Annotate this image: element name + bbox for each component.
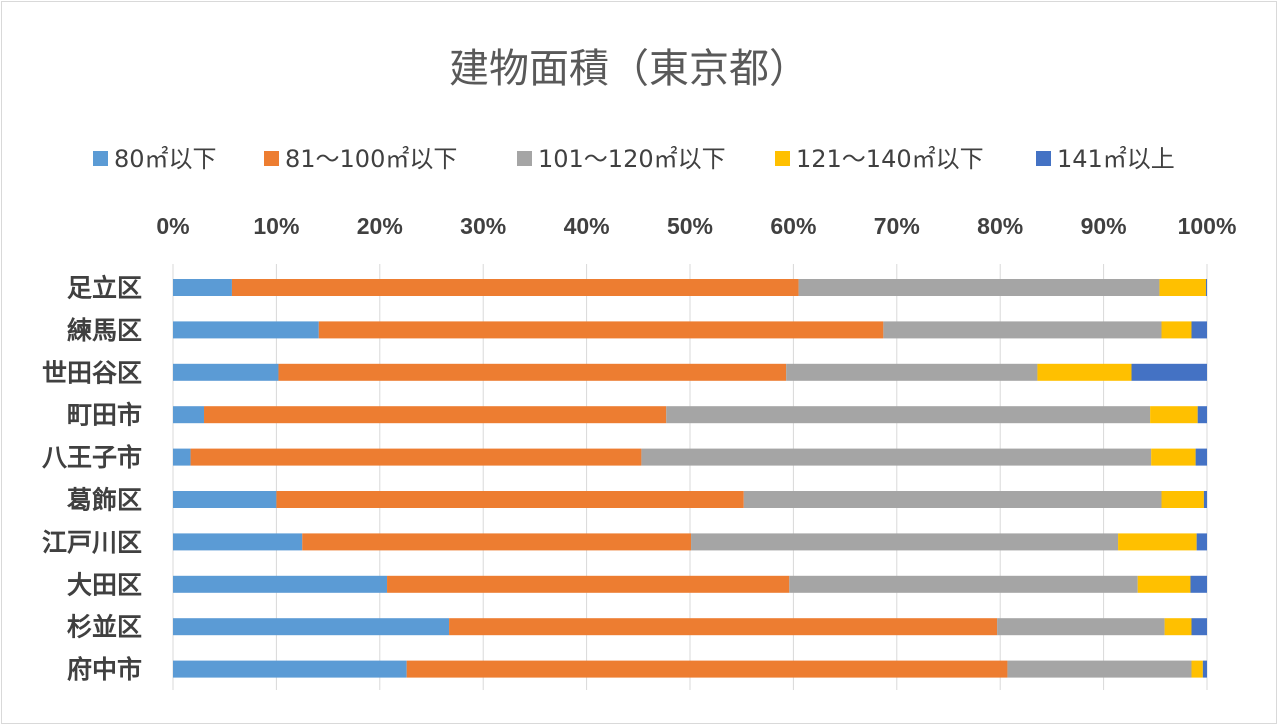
bar-segment-3-3 xyxy=(1150,406,1198,424)
legend-label-0: 80㎡以下 xyxy=(114,145,217,173)
category-label-6: 江戸川区 xyxy=(42,528,142,557)
bar-segment-4-3 xyxy=(1151,448,1196,466)
chart-title: 建物面積（東京都） xyxy=(449,46,809,92)
bar-segment-4-0 xyxy=(173,448,191,466)
category-label-2: 世田谷区 xyxy=(42,358,142,387)
legend-swatch-1 xyxy=(264,151,279,166)
legend-swatch-0 xyxy=(93,151,108,166)
x-tick-label-10: 100% xyxy=(1178,213,1237,239)
category-label-9: 府中市 xyxy=(67,655,142,684)
bar-segment-0-0 xyxy=(173,279,232,296)
bar-segment-5-1 xyxy=(276,491,744,508)
x-tick-label-5: 50% xyxy=(667,213,713,239)
bar-segment-0-2 xyxy=(798,279,1160,296)
bar-segment-9-1 xyxy=(406,660,1008,678)
category-label-4: 八王子市 xyxy=(42,443,142,472)
legend-swatch-3 xyxy=(775,151,790,166)
bar-segment-3-2 xyxy=(666,406,1151,424)
bar-segment-6-0 xyxy=(173,533,303,551)
bar-segment-6-2 xyxy=(691,533,1119,551)
x-tick-label-9: 90% xyxy=(1081,213,1127,239)
x-tick-label-4: 40% xyxy=(564,213,610,239)
bar-segment-1-2 xyxy=(883,321,1162,339)
bar-segment-6-3 xyxy=(1118,533,1197,551)
category-label-7: 大田区 xyxy=(67,570,142,599)
bar-segment-2-2 xyxy=(786,363,1038,381)
x-tick-label-7: 70% xyxy=(874,213,920,239)
bar-segment-7-3 xyxy=(1137,575,1191,593)
x-axis-ticks: 0% 10% 20% 30% 40% 50% 60% 70% 80% 90% 100% xyxy=(156,213,1236,239)
bar-segment-9-4 xyxy=(1202,660,1207,678)
legend-swatch-2 xyxy=(517,151,532,166)
x-tick-label-3: 30% xyxy=(460,213,506,239)
bar-segment-9-3 xyxy=(1191,660,1203,678)
bar-segment-8-1 xyxy=(449,618,998,636)
bar-segment-5-0 xyxy=(173,491,277,508)
bar-segment-0-4 xyxy=(1205,279,1207,296)
bar-segment-9-0 xyxy=(173,660,407,678)
bar-segment-7-4 xyxy=(1190,575,1207,593)
bar-segment-5-4 xyxy=(1203,491,1207,508)
bar-segment-2-0 xyxy=(173,363,279,381)
bar-segment-7-1 xyxy=(387,575,790,593)
bar-segment-7-0 xyxy=(173,575,388,593)
bar-segment-1-1 xyxy=(318,321,884,339)
bar-segment-1-4 xyxy=(1191,321,1207,339)
bar-segment-0-1 xyxy=(231,279,799,296)
bar-segment-9-2 xyxy=(1007,660,1192,678)
bar-segment-2-1 xyxy=(278,363,787,381)
legend-label-1: 81～100㎡以下 xyxy=(285,145,457,173)
x-tick-label-8: 80% xyxy=(977,213,1023,239)
category-label-0: 足立区 xyxy=(67,274,142,303)
bar-segment-5-3 xyxy=(1161,491,1204,508)
category-label-5: 葛飾区 xyxy=(67,486,142,515)
bar-segment-1-3 xyxy=(1161,321,1192,339)
legend: 80㎡以下 81～100㎡以下 101～120㎡以下 121～140㎡以下 141㎡以上 xyxy=(93,145,1175,173)
bar-segment-8-2 xyxy=(997,618,1165,636)
bar-segment-4-2 xyxy=(641,448,1152,466)
bar-segment-0-3 xyxy=(1159,279,1206,296)
bar-segment-4-1 xyxy=(190,448,642,466)
bar-segment-7-2 xyxy=(789,575,1138,593)
bar-segment-2-4 xyxy=(1131,363,1207,381)
legend-label-2: 101～120㎡以下 xyxy=(538,145,726,173)
bar-segment-3-0 xyxy=(173,406,205,424)
bar-segment-6-1 xyxy=(302,533,692,551)
bar-segment-8-0 xyxy=(173,618,450,636)
category-label-1: 練馬区 xyxy=(67,316,142,345)
bar-segment-6-4 xyxy=(1196,533,1207,551)
x-tick-label-1: 10% xyxy=(253,213,299,239)
category-label-8: 杉並区 xyxy=(67,613,142,642)
bar-segment-8-3 xyxy=(1164,618,1192,636)
bar-segment-2-3 xyxy=(1037,363,1132,381)
category-label-3: 町田市 xyxy=(67,401,142,430)
bar-segment-3-4 xyxy=(1197,406,1207,424)
bar-segment-1-0 xyxy=(173,321,319,339)
x-tick-label-6: 60% xyxy=(770,213,816,239)
x-tick-label-0: 0% xyxy=(156,213,189,239)
bar-segment-5-2 xyxy=(743,491,1162,508)
bar-segment-4-4 xyxy=(1195,448,1207,466)
x-tick-label-2: 20% xyxy=(357,213,403,239)
bars xyxy=(173,279,1207,678)
bar-segment-3-1 xyxy=(204,406,667,424)
legend-label-3: 121～140㎡以下 xyxy=(796,145,984,173)
legend-label-4: 141㎡以上 xyxy=(1057,145,1175,173)
bar-segment-8-4 xyxy=(1191,618,1207,636)
legend-swatch-4 xyxy=(1036,151,1051,166)
